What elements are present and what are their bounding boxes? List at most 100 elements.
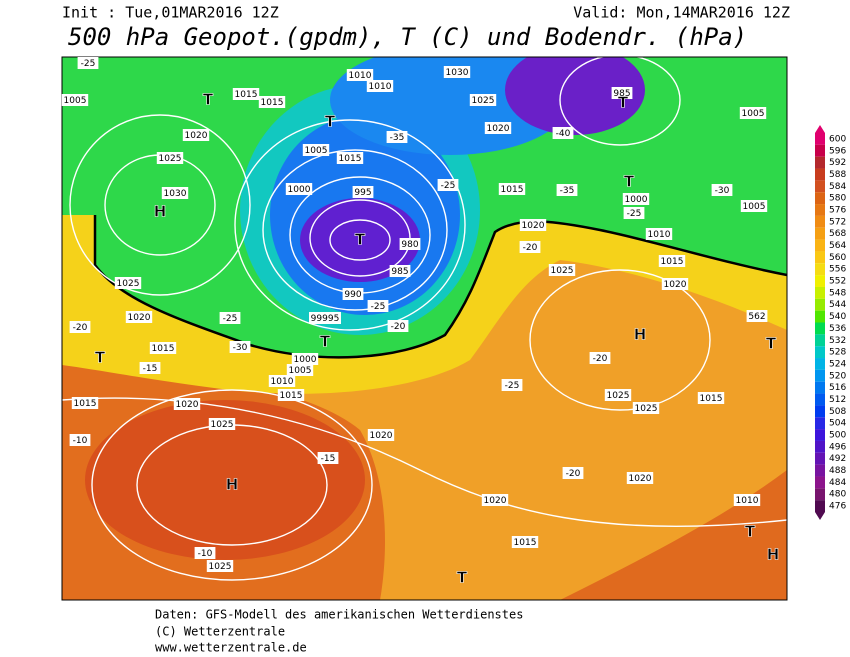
colorbar-label: 484: [829, 478, 846, 488]
isobar-label: 1025: [551, 266, 574, 276]
isobar-label: 1025: [635, 404, 658, 414]
isobar-label: 1025: [209, 562, 232, 572]
isobar-label: 985: [391, 267, 408, 277]
colorbar-cap: [815, 125, 825, 133]
colorbar-label: 500: [829, 431, 846, 441]
colorbar-swatch: [815, 369, 825, 382]
label-bg: [611, 87, 633, 99]
colorbar-label: 536: [829, 324, 846, 334]
label-bg: [291, 353, 319, 365]
isobar-label: 1010: [648, 230, 671, 240]
colorbar-swatch: [815, 156, 825, 169]
isobar-label: 1005: [289, 366, 312, 376]
isobar-label: -20: [523, 243, 538, 253]
isobar-label: -15: [321, 454, 336, 464]
colorbar-label: 528: [829, 348, 846, 358]
label-bg: [182, 129, 210, 141]
pressure-center: T: [203, 91, 214, 109]
contour-552: [93, 215, 787, 359]
label-bg: [604, 389, 632, 401]
colorbar-swatch: [815, 429, 825, 441]
label-bg: [387, 320, 409, 332]
label-bg: [367, 300, 389, 312]
isobar-label: 1025: [607, 391, 630, 401]
pressure-center: T: [766, 335, 777, 353]
colorbar-label: 544: [829, 300, 846, 310]
label-bg: [336, 152, 364, 164]
label-bg: [206, 560, 234, 572]
map-labels: -251005101510151010101010301025985100510…: [61, 57, 780, 587]
isobar-label: 1025: [159, 154, 182, 164]
pressure-center: T: [355, 231, 366, 249]
isobar-label: 1020: [185, 131, 208, 141]
isobar-label: 1015: [235, 90, 258, 100]
label-bg: [519, 241, 541, 253]
label-bg: [556, 184, 578, 196]
label-bg: [623, 207, 645, 219]
isobar-label: 1025: [117, 279, 140, 289]
label-bg: [229, 341, 251, 353]
label-bg: [286, 364, 314, 376]
label-bg: [733, 494, 761, 506]
isobar-label: -20: [73, 323, 88, 333]
isobar-label: 1010: [271, 377, 294, 387]
colorbar-swatch: [815, 239, 825, 252]
isobar-label: 1020: [176, 400, 199, 410]
label-bg: [309, 312, 341, 324]
label-bg: [232, 88, 260, 100]
label-bg: [386, 131, 408, 143]
footer-line: (C) Wetterzentrale: [155, 625, 285, 639]
isobar-label: 1015: [661, 257, 684, 267]
isobar-label: 1005: [743, 202, 766, 212]
isobar-label: -25: [81, 59, 96, 69]
isobar-label: -20: [391, 322, 406, 332]
label-bg: [342, 288, 364, 300]
isobar-label: 1000: [294, 355, 317, 365]
pressure-center: T: [624, 173, 635, 191]
colorbar-label: 488: [829, 466, 846, 476]
label-bg: [632, 402, 660, 414]
colorbar-swatch: [815, 393, 825, 406]
colorbar-swatch: [815, 417, 825, 430]
colorbar-swatch: [815, 334, 825, 347]
label-bg: [61, 94, 89, 106]
isobar-label: 980: [401, 240, 418, 250]
label-bg: [302, 144, 330, 156]
label-bg: [366, 80, 394, 92]
label-bg: [389, 265, 411, 277]
label-bg: [746, 310, 768, 322]
label-bg: [149, 342, 177, 354]
colorbar-swatch: [815, 322, 825, 335]
colorbar-swatch: [815, 275, 825, 287]
label-bg: [562, 467, 584, 479]
label-bg: [161, 187, 189, 199]
valid-time: Valid: Mon,14MAR2016 12Z: [573, 4, 790, 22]
isobar-label: 1025: [211, 420, 234, 430]
isobar-label: 1020: [370, 431, 393, 441]
isobar-label: -25: [441, 181, 456, 191]
isobar-label: 990: [344, 290, 361, 300]
footer-line: www.wetterzentrale.de: [155, 641, 307, 655]
colorbar-swatch: [815, 500, 825, 512]
pressure-center: H: [767, 546, 780, 564]
colorbar-label: 576: [829, 205, 846, 215]
isobar-label: 1020: [522, 221, 545, 231]
colorbar-swatch: [815, 204, 825, 216]
colorbar-label: 512: [829, 395, 846, 405]
label-bg: [589, 352, 611, 364]
label-bg: [437, 179, 459, 191]
colorbar-swatch: [815, 215, 825, 228]
colorbar-swatch: [815, 286, 825, 299]
colorbar-label: 480: [829, 490, 846, 500]
label-bg: [469, 94, 497, 106]
pressure-center: T: [325, 113, 336, 131]
label-bg: [268, 375, 296, 387]
pressure-center: T: [745, 523, 756, 541]
label-bg: [346, 69, 374, 81]
isobar-label: 1015: [261, 98, 284, 108]
label-bg: [552, 127, 574, 139]
isobar-label: 1020: [629, 474, 652, 484]
label-bg: [69, 434, 91, 446]
colorbar-swatch: [815, 488, 825, 501]
isobar-label: 1020: [487, 124, 510, 134]
